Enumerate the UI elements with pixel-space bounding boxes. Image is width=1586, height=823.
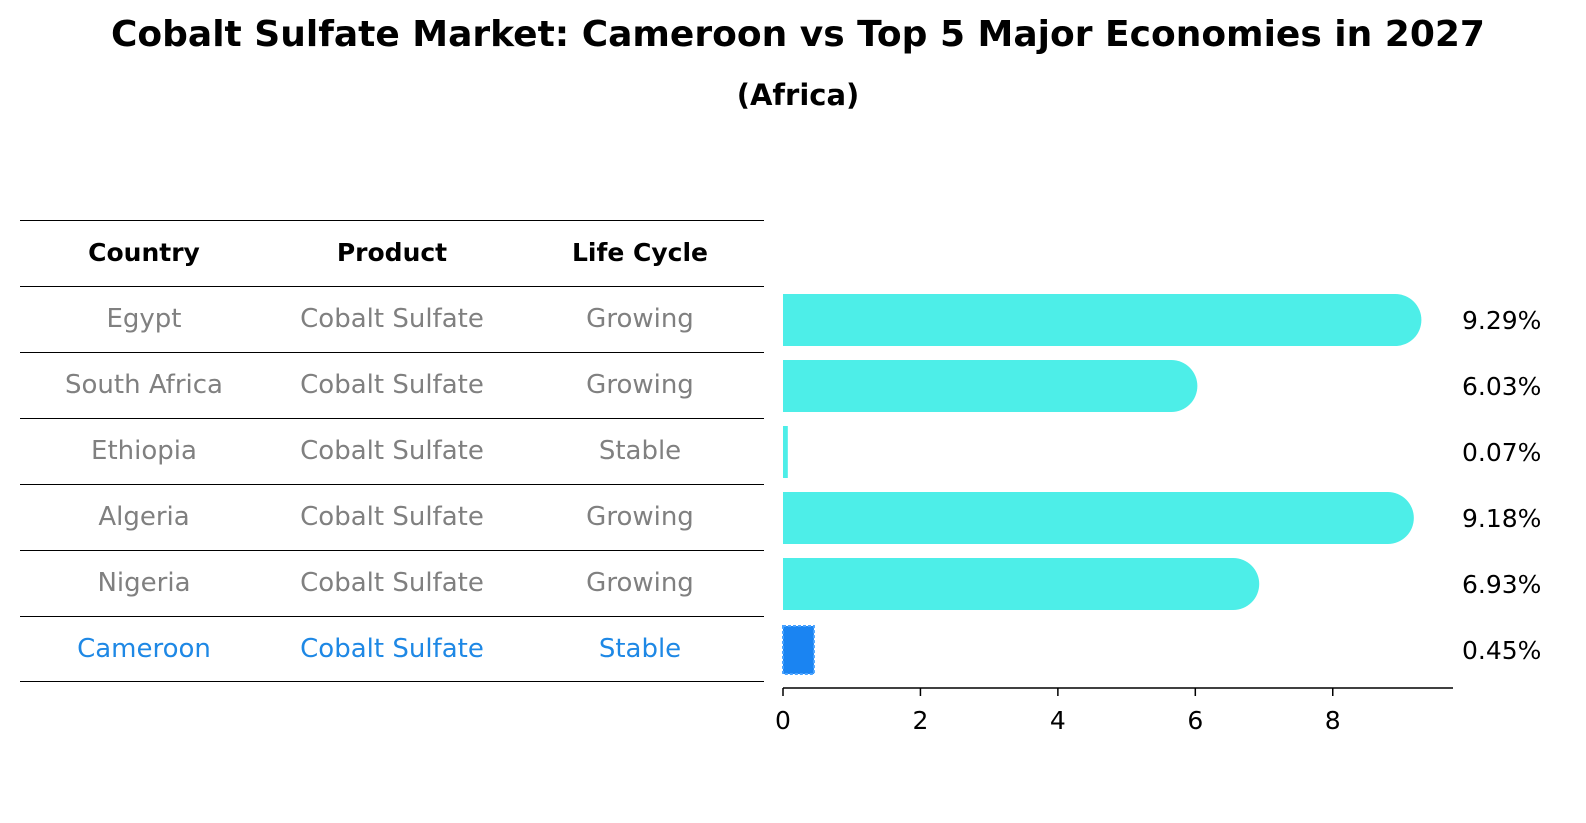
x-tick-label: 2 (912, 706, 928, 735)
bar (783, 294, 1422, 346)
country-cell: Cameroon (77, 634, 211, 664)
life-cycle-cell: Growing (586, 568, 694, 598)
bar-value-label: 0.45% (1462, 636, 1541, 665)
bar (783, 360, 1198, 412)
x-tick-label: 4 (1050, 706, 1066, 735)
bar-highlighted (782, 625, 815, 675)
country-cell: Algeria (98, 502, 190, 532)
product-cell: Cobalt Sulfate (300, 502, 484, 532)
bar-value-label: 0.07% (1462, 438, 1541, 467)
x-tick-label: 6 (1187, 706, 1203, 735)
table-header-row: Country Product Life Cycle (20, 220, 764, 286)
bar-value-label: 6.03% (1462, 372, 1541, 401)
chart-title: Cobalt Sulfate Market: Cameroon vs Top 5… (111, 14, 1485, 55)
country-cell: Egypt (106, 304, 182, 334)
x-tick-label: 0 (775, 706, 791, 735)
table-row: Ethiopia Cobalt Sulfate Stable (20, 418, 764, 484)
table-row: Egypt Cobalt Sulfate Growing (20, 286, 764, 352)
data-table: Country Product Life Cycle Egypt Cobalt … (20, 220, 764, 682)
bar (783, 558, 1260, 610)
bar (783, 492, 1414, 544)
bar-value-label: 9.29% (1462, 306, 1541, 335)
bar (783, 426, 788, 478)
product-cell: Cobalt Sulfate (300, 634, 484, 664)
country-cell: Ethiopia (91, 436, 197, 466)
table-row: Nigeria Cobalt Sulfate Growing (20, 550, 764, 616)
x-tick-label: 8 (1325, 706, 1341, 735)
life-cycle-cell: Growing (586, 502, 694, 532)
header-product: Product (336, 238, 448, 267)
header-life-cycle: Life Cycle (571, 238, 709, 267)
bar-value-label: 9.18% (1462, 504, 1541, 533)
life-cycle-cell: Stable (598, 634, 682, 664)
life-cycle-cell: Stable (598, 436, 682, 466)
country-cell: South Africa (65, 370, 223, 400)
product-cell: Cobalt Sulfate (300, 370, 484, 400)
table-row-highlighted: Cameroon Cobalt Sulfate Stable (20, 616, 764, 682)
product-cell: Cobalt Sulfate (300, 568, 484, 598)
country-cell: Nigeria (97, 568, 191, 598)
product-cell: Cobalt Sulfate (300, 304, 484, 334)
product-cell: Cobalt Sulfate (300, 436, 484, 466)
table-row: South Africa Cobalt Sulfate Growing (20, 352, 764, 418)
bar-value-label: 6.93% (1462, 570, 1541, 599)
life-cycle-cell: Growing (586, 304, 694, 334)
table-row: Algeria Cobalt Sulfate Growing (20, 484, 764, 550)
header-country: Country (88, 238, 200, 267)
life-cycle-cell: Growing (586, 370, 694, 400)
chart-subtitle: (Africa) (736, 78, 860, 112)
